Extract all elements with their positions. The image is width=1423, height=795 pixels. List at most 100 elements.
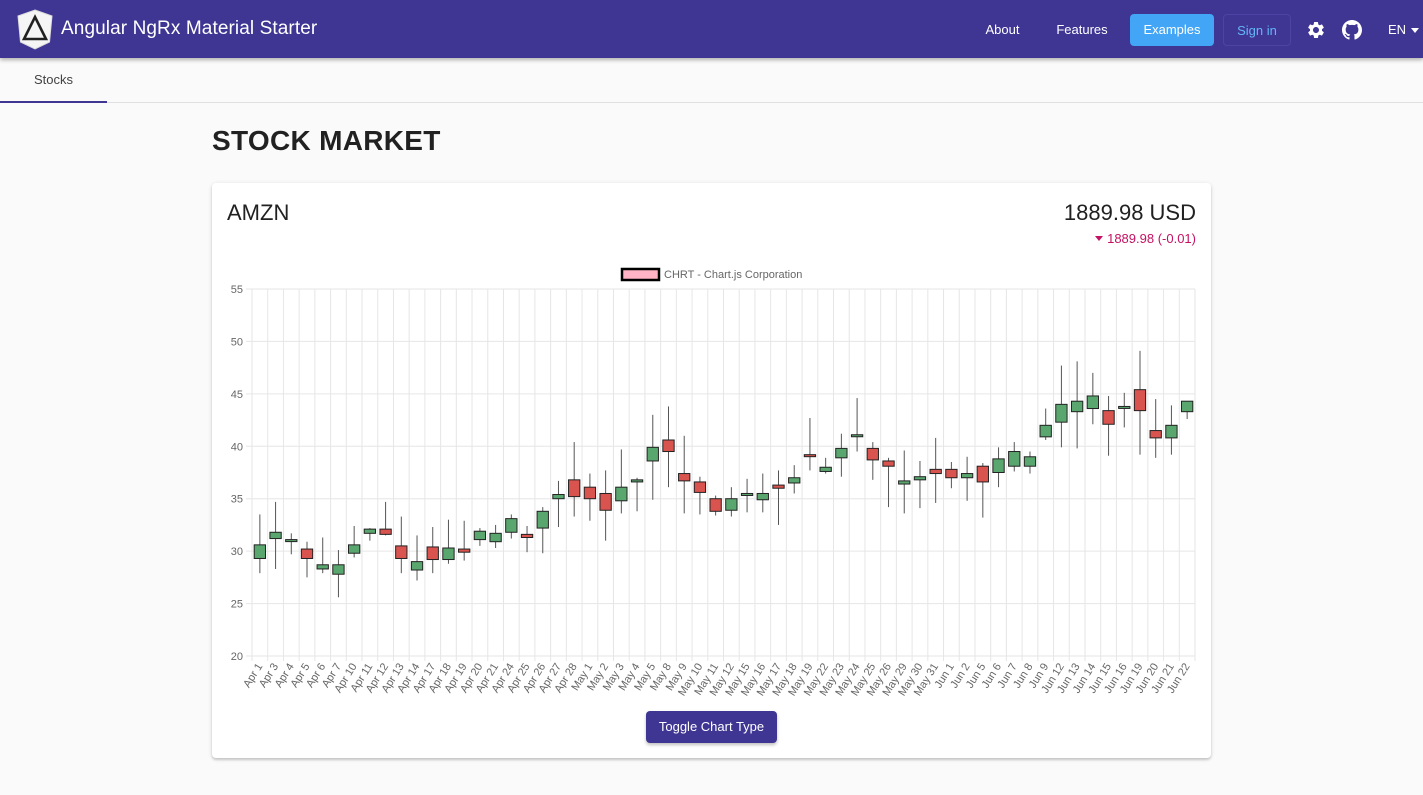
candle[interactable] bbox=[1133, 350, 1147, 455]
candle[interactable] bbox=[756, 473, 769, 513]
candle-body bbox=[552, 494, 565, 500]
tab-stocks[interactable]: Stocks bbox=[33, 72, 73, 87]
candle[interactable] bbox=[348, 525, 361, 558]
candle[interactable] bbox=[536, 507, 549, 554]
candle-body bbox=[568, 479, 581, 498]
toolbar: Angular NgRx Material Starter About Feat… bbox=[0, 0, 1423, 58]
candle[interactable] bbox=[253, 514, 267, 574]
candle[interactable] bbox=[976, 463, 989, 518]
github-icon[interactable] bbox=[1342, 20, 1362, 40]
candle[interactable] bbox=[1039, 408, 1052, 440]
candle-body bbox=[1133, 389, 1147, 412]
candle[interactable] bbox=[1023, 451, 1037, 474]
candle[interactable] bbox=[458, 520, 471, 561]
candle-body bbox=[756, 492, 769, 501]
candle[interactable] bbox=[426, 527, 439, 574]
candle-body bbox=[300, 548, 314, 559]
candle[interactable] bbox=[945, 462, 958, 489]
app-title[interactable]: Angular NgRx Material Starter bbox=[61, 18, 318, 39]
candle-body bbox=[316, 564, 329, 570]
candle-body bbox=[505, 518, 518, 533]
gear-icon[interactable] bbox=[1306, 20, 1326, 40]
chevron-down-icon[interactable] bbox=[1411, 28, 1419, 33]
candle[interactable] bbox=[646, 414, 659, 500]
candle[interactable] bbox=[552, 480, 565, 528]
legend-swatch[interactable] bbox=[620, 267, 661, 282]
candle[interactable] bbox=[709, 495, 722, 516]
candle[interactable] bbox=[693, 476, 707, 515]
candle-body bbox=[1023, 456, 1037, 467]
candle[interactable] bbox=[788, 465, 801, 494]
angular-logo-icon[interactable] bbox=[16, 9, 54, 50]
candle[interactable] bbox=[819, 457, 832, 474]
candle[interactable] bbox=[1165, 405, 1178, 455]
candle[interactable] bbox=[599, 470, 612, 541]
candle[interactable] bbox=[1118, 392, 1131, 428]
language-select[interactable]: EN bbox=[1388, 22, 1407, 37]
candle[interactable] bbox=[1008, 442, 1021, 472]
candle[interactable] bbox=[772, 470, 785, 525]
candle-body bbox=[646, 446, 659, 462]
candle[interactable] bbox=[332, 550, 345, 598]
candle[interactable] bbox=[505, 514, 518, 539]
candle[interactable] bbox=[913, 460, 927, 509]
stock-change-value: 1889.98 (-0.01) bbox=[1107, 231, 1196, 246]
candle[interactable] bbox=[1102, 395, 1115, 456]
candle[interactable] bbox=[929, 437, 942, 503]
y-tick-label: 20 bbox=[231, 651, 243, 663]
candle[interactable] bbox=[285, 533, 298, 555]
sign-in-button[interactable]: Sign in bbox=[1223, 14, 1291, 46]
candle[interactable] bbox=[520, 525, 534, 553]
candle[interactable] bbox=[960, 456, 974, 501]
candle[interactable] bbox=[615, 449, 628, 514]
active-tab-indicator bbox=[0, 101, 107, 103]
candle[interactable] bbox=[568, 442, 581, 517]
candle[interactable] bbox=[442, 519, 455, 564]
candle-body bbox=[630, 479, 644, 483]
candle[interactable] bbox=[583, 473, 597, 521]
candle[interactable] bbox=[363, 528, 377, 541]
candle[interactable] bbox=[866, 442, 879, 480]
candle-body bbox=[788, 477, 801, 484]
candle[interactable] bbox=[992, 447, 1005, 488]
nav-examples-button[interactable]: Examples bbox=[1130, 14, 1214, 46]
candle[interactable] bbox=[316, 537, 329, 574]
candle[interactable] bbox=[882, 457, 895, 508]
candle[interactable] bbox=[630, 477, 644, 512]
candle-body bbox=[1149, 430, 1162, 439]
candle[interactable] bbox=[678, 435, 691, 514]
tab-bar: Stocks bbox=[0, 58, 1423, 103]
y-tick-label: 40 bbox=[231, 441, 243, 453]
candle[interactable] bbox=[835, 433, 848, 477]
candle[interactable] bbox=[269, 501, 282, 569]
candle-body bbox=[725, 498, 738, 511]
legend-label[interactable]: CHRT - Chart.js Corporation bbox=[664, 269, 802, 281]
candle[interactable] bbox=[489, 524, 502, 548]
toggle-chart-type-button[interactable]: Toggle Chart Type bbox=[646, 711, 777, 743]
candle[interactable] bbox=[473, 528, 487, 546]
candle[interactable] bbox=[1055, 365, 1068, 448]
candle-body bbox=[913, 476, 927, 481]
stock-change: 1889.98 (-0.01) bbox=[1095, 231, 1196, 246]
candle-body bbox=[819, 466, 832, 472]
candle[interactable] bbox=[395, 516, 408, 574]
candle[interactable] bbox=[740, 478, 754, 513]
candle[interactable] bbox=[803, 417, 817, 471]
candle-body bbox=[489, 532, 502, 543]
candle[interactable] bbox=[379, 501, 392, 536]
nav-features-button[interactable]: Features bbox=[1056, 22, 1108, 37]
candle[interactable] bbox=[300, 541, 314, 578]
candle[interactable] bbox=[725, 487, 738, 517]
nav-about-button[interactable]: About bbox=[985, 22, 1020, 37]
candle[interactable] bbox=[850, 398, 864, 452]
candle[interactable] bbox=[1149, 399, 1162, 458]
y-tick-label: 25 bbox=[231, 599, 243, 611]
candle[interactable] bbox=[662, 406, 675, 488]
candle[interactable] bbox=[1070, 361, 1084, 449]
candle[interactable] bbox=[898, 450, 911, 514]
candle[interactable] bbox=[1180, 400, 1194, 420]
candle[interactable] bbox=[1086, 372, 1099, 425]
candle[interactable] bbox=[410, 535, 424, 581]
candle-body bbox=[285, 539, 298, 543]
page-title: STOCK MARKET bbox=[212, 125, 441, 156]
